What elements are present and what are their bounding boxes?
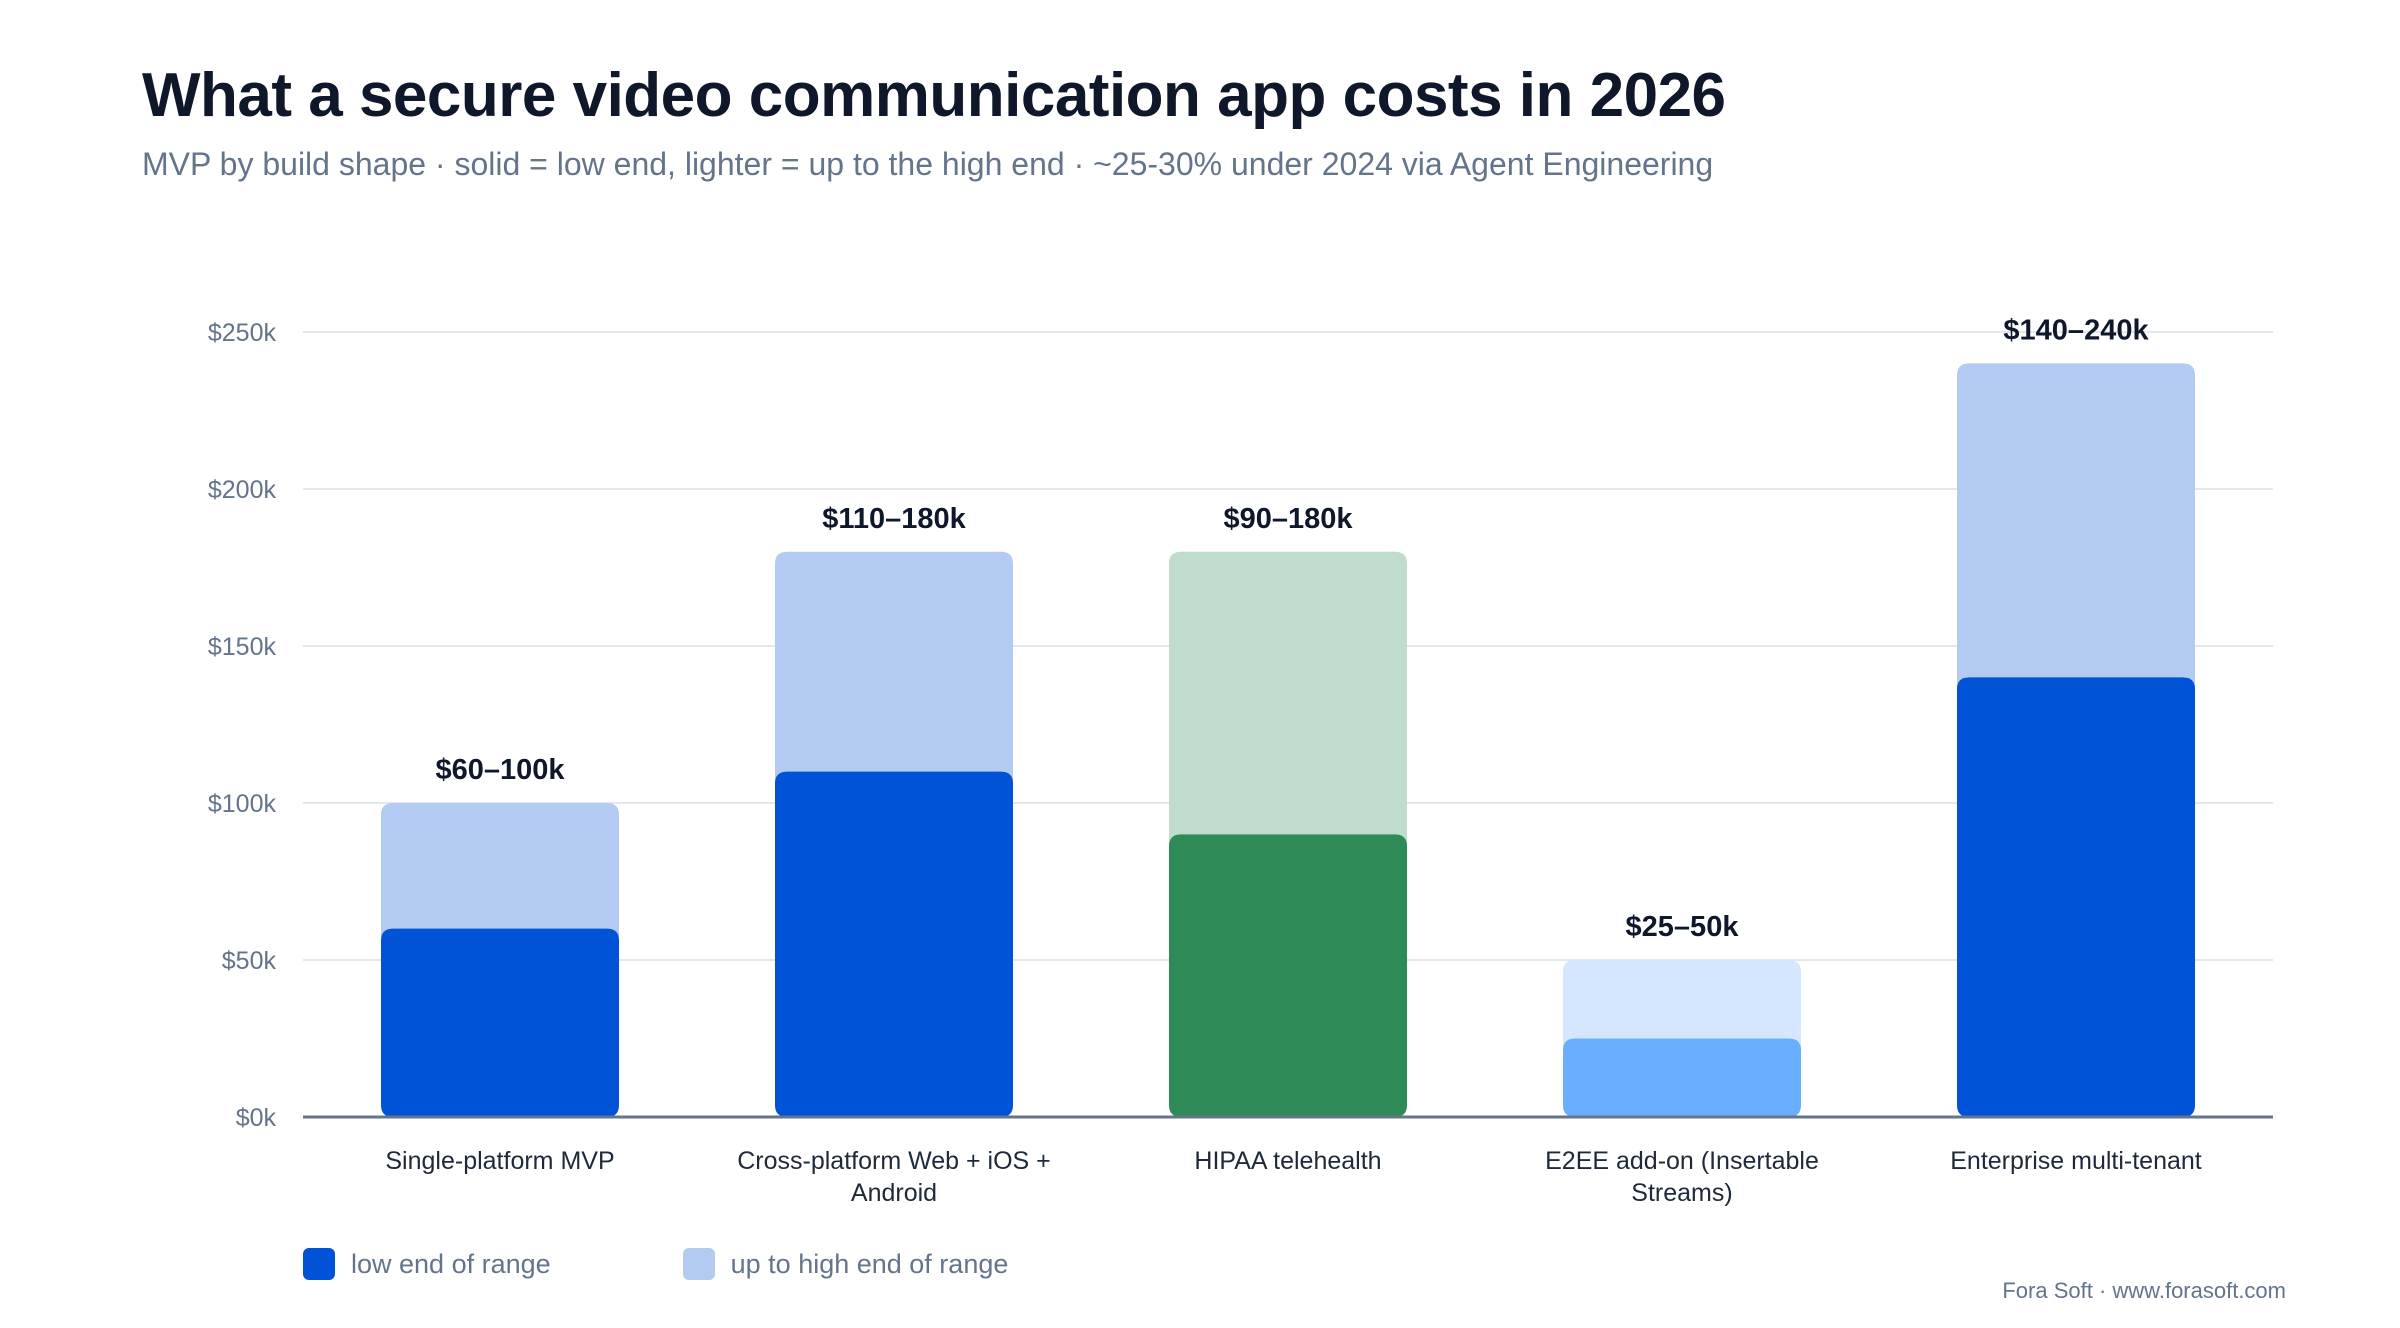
- bar-low-end: [1957, 677, 2195, 1117]
- bar-high-range: [1563, 960, 1801, 1051]
- bar-range-label: $25–50k: [1626, 911, 1740, 943]
- bar-range-label: $140–240k: [2003, 314, 2149, 346]
- legend: low end of range up to high end of range: [303, 1248, 1140, 1280]
- y-tick-label: $50k: [222, 947, 277, 975]
- y-tick-label: $200k: [208, 476, 277, 504]
- legend-item-low: low end of range: [303, 1248, 551, 1280]
- chart-title: What a secure video communication app co…: [142, 61, 1726, 130]
- y-tick-label: $250k: [208, 319, 277, 347]
- y-tick-label: $150k: [208, 633, 277, 661]
- footer-credit: Fora Soft · www.forasoft.com: [2002, 1278, 2286, 1303]
- bar-low-end: [381, 928, 619, 1117]
- x-tick-label: Enterprise multi-tenant: [1950, 1147, 2202, 1175]
- x-tick-label: Cross-platform Web + iOS +: [737, 1147, 1051, 1175]
- x-tick-label: Single-platform MVP: [385, 1147, 614, 1175]
- legend-label-high: up to high end of range: [730, 1248, 1009, 1279]
- bar-low-end: [1169, 834, 1407, 1117]
- bar-high-range: [381, 803, 619, 941]
- bar-low-end: [1563, 1038, 1801, 1117]
- x-tick-label: Android: [851, 1179, 937, 1207]
- bar-low-end: [775, 771, 1013, 1117]
- legend-item-high: up to high end of range: [682, 1248, 1009, 1280]
- bar-range-label: $110–180k: [822, 503, 966, 535]
- legend-swatch-high: [682, 1248, 715, 1280]
- bar-high-range: [1169, 551, 1407, 847]
- x-tick-label: E2EE add-on (Insertable: [1545, 1147, 1819, 1175]
- bar-high-range: [1957, 363, 2195, 690]
- x-tick-label: Streams): [1631, 1179, 1732, 1207]
- chart-subtitle: MVP by build shape · solid = low end, li…: [142, 146, 1714, 182]
- bar-high-range: [775, 551, 1013, 784]
- legend-swatch-low: [303, 1248, 335, 1280]
- y-tick-label: $0k: [236, 1104, 277, 1132]
- bar-range-label: $90–180k: [1223, 503, 1353, 535]
- y-tick-label: $100k: [208, 790, 277, 818]
- legend-label-low: low end of range: [351, 1248, 551, 1279]
- bar-range-label: $60–100k: [435, 754, 565, 786]
- x-tick-label: HIPAA telehealth: [1194, 1147, 1381, 1175]
